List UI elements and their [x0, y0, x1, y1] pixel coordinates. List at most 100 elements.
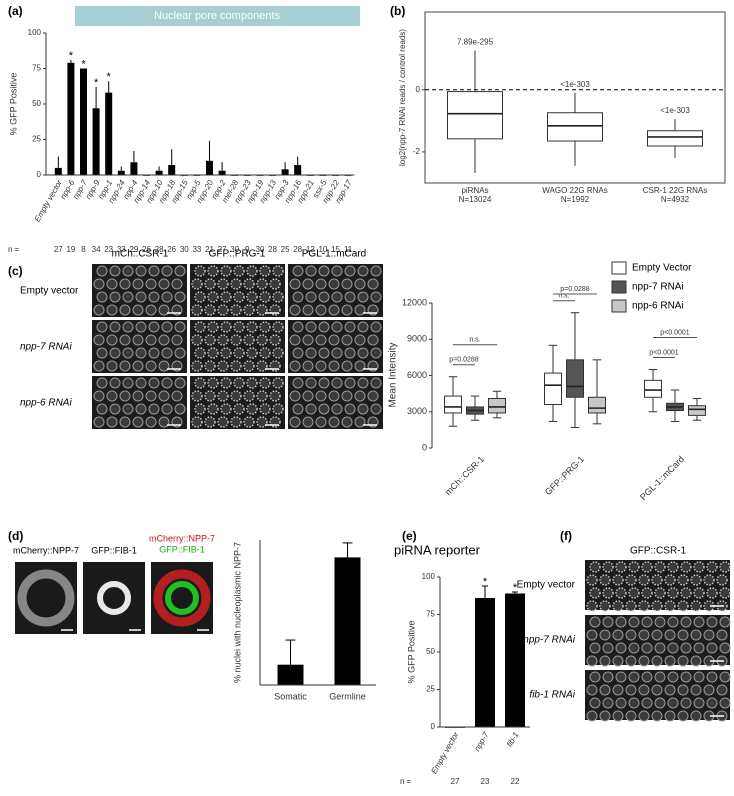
nucleus	[703, 684, 715, 696]
n-value: 28	[268, 245, 277, 254]
nucleus	[305, 291, 317, 303]
nucleus	[589, 587, 601, 599]
nucleus	[315, 360, 327, 372]
nucleus	[106, 304, 118, 316]
nucleus	[331, 265, 343, 277]
nucleus	[706, 616, 718, 628]
nucleus	[638, 710, 650, 722]
nucleus	[357, 403, 369, 415]
x-tick-label: npp-7	[473, 730, 491, 753]
nucleus	[328, 360, 340, 372]
nucleus	[302, 416, 314, 428]
nucleus	[148, 265, 160, 277]
nucleus	[638, 629, 650, 641]
nucleus	[243, 304, 255, 316]
nucleus	[612, 655, 624, 667]
nucleus	[158, 278, 170, 290]
nucleus	[96, 265, 108, 277]
nucleus	[328, 416, 340, 428]
n-value: 11	[344, 245, 353, 254]
y-axis-label: Mean Intensity	[388, 342, 399, 407]
nucleus	[677, 574, 689, 586]
nucleus	[217, 390, 229, 402]
y-tick-label: 12000	[402, 297, 427, 307]
comparison-label: p=0.0288	[449, 357, 478, 364]
y-tick-label: 50	[32, 99, 41, 108]
nucleus	[357, 291, 369, 303]
nucleus	[589, 697, 601, 709]
nucleus	[318, 377, 330, 389]
nucleus	[677, 600, 689, 612]
y-tick-label: 0	[37, 170, 42, 179]
nucleus	[667, 697, 679, 709]
nucleus	[602, 697, 614, 709]
nucleus	[191, 278, 203, 290]
nucleus	[354, 390, 366, 402]
nucleus	[315, 390, 327, 402]
nucleus	[272, 347, 284, 359]
nucleus	[302, 360, 314, 372]
nucleus	[171, 278, 183, 290]
nucleus	[305, 377, 317, 389]
nucleus	[612, 710, 624, 722]
box	[547, 112, 603, 142]
row-label: Empty vector	[517, 580, 576, 591]
nucleus	[246, 377, 258, 389]
nucleus	[93, 360, 105, 372]
nucleus	[690, 574, 702, 586]
nucleus	[109, 347, 121, 359]
nucleus	[302, 334, 314, 346]
nucleus	[641, 587, 653, 599]
nucleus-ring	[17, 569, 75, 627]
nucleus	[677, 684, 689, 696]
n-value: 25	[281, 245, 290, 254]
nucleus	[693, 697, 705, 709]
nucleus	[667, 642, 679, 654]
micrograph	[83, 562, 145, 634]
nucleus	[305, 265, 317, 277]
nucleus	[194, 321, 206, 333]
nucleus	[706, 587, 718, 599]
nucleus	[370, 377, 382, 389]
nucleus	[145, 360, 157, 372]
nucleus	[690, 629, 702, 641]
legend-swatch	[611, 280, 627, 294]
nucleus	[586, 600, 598, 612]
x-tick-label: Germline	[329, 691, 366, 701]
annotation: 7.89e-295	[457, 38, 494, 47]
nucleus	[292, 347, 304, 359]
nucleus	[289, 304, 301, 316]
y-tick-label: 100	[422, 572, 436, 581]
nucleus	[132, 416, 144, 428]
nucleus	[158, 360, 170, 372]
nucleus	[106, 416, 118, 428]
nucleus	[207, 321, 219, 333]
panel-label: (c)	[8, 264, 23, 278]
nucleus	[243, 416, 255, 428]
nucleus	[370, 265, 382, 277]
nucleus	[664, 600, 676, 612]
nucleus	[654, 616, 666, 628]
nucleus	[344, 377, 356, 389]
nucleus	[145, 334, 157, 346]
nucleus	[243, 334, 255, 346]
nucleus	[122, 291, 134, 303]
nucleus	[354, 360, 366, 372]
nucleus	[680, 561, 692, 573]
nucleus	[625, 600, 637, 612]
nucleolus	[165, 581, 199, 615]
nucleus	[230, 360, 242, 372]
y-tick-label: 0	[416, 85, 421, 94]
nucleus	[256, 390, 268, 402]
box	[488, 397, 506, 414]
n-value: 21	[205, 245, 214, 254]
nucleus	[171, 390, 183, 402]
nucleus	[586, 710, 598, 722]
annotation: <1e-303	[660, 106, 690, 115]
bar	[130, 162, 138, 175]
nucleus	[654, 697, 666, 709]
nucleus	[318, 265, 330, 277]
nucleus	[357, 265, 369, 277]
comparison-label: n.s.	[469, 337, 480, 344]
